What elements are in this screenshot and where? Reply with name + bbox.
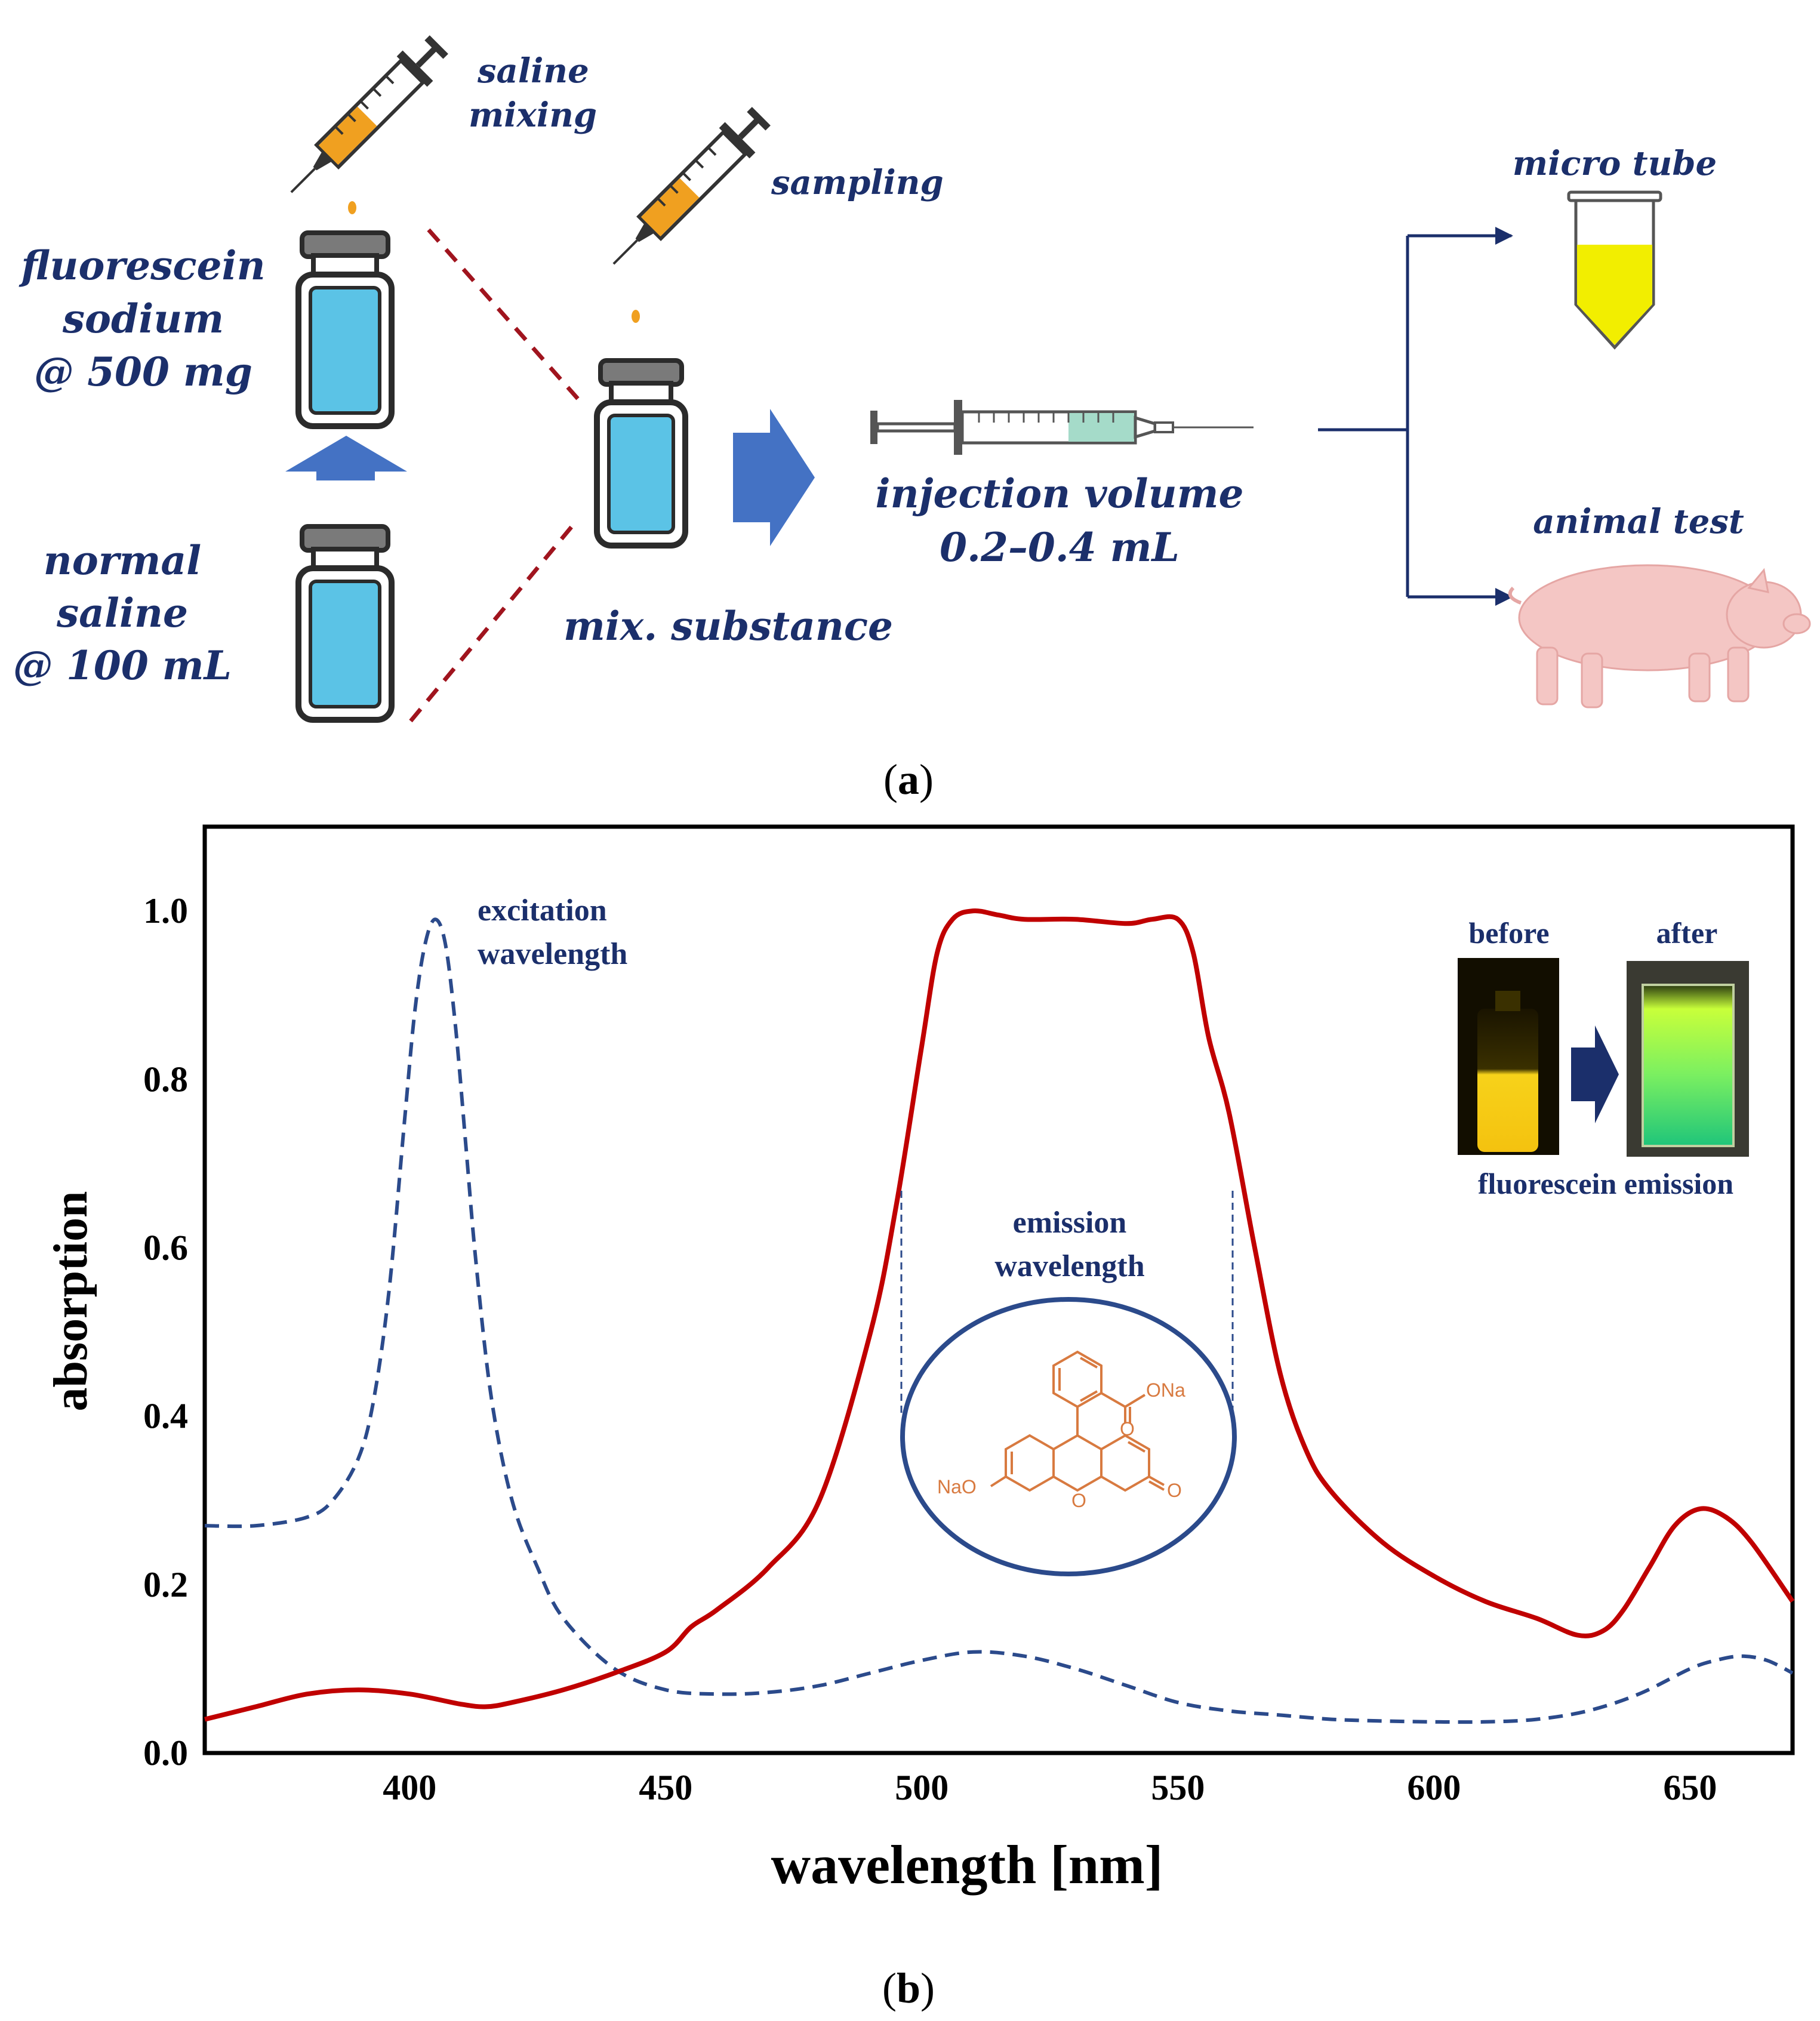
inset-arrow-icon — [1571, 1025, 1619, 1123]
molecule-o-ketone: O — [1167, 1480, 1182, 1501]
saline-mixing-label-line2: mixing — [469, 95, 597, 135]
saline-mixing-label-line1: saline — [477, 51, 589, 91]
molecule-nao-label: NaO — [937, 1476, 977, 1498]
up-arrow-icon — [285, 436, 407, 480]
excitation-series-line — [204, 917, 1794, 1724]
dashed-guide-top — [427, 228, 580, 400]
panel-a: fluorescein sodium @ 500 mg normal salin… — [13, 35, 1811, 803]
inset-caption: fluorescein emission — [1478, 1167, 1733, 1200]
injection-label-line1: injection volume — [876, 470, 1244, 517]
fluorescein-label-line3: @ 500 mg — [34, 349, 252, 395]
y-axis-ticks: 0.0 0.2 0.4 0.6 0.8 1.0 — [143, 891, 188, 1773]
molecule-ona-label: ONa — [1146, 1379, 1185, 1401]
saline-label-line1: normal — [44, 537, 201, 584]
micro-tube-icon — [1567, 190, 1662, 350]
saline-mixing-syringe-icon — [290, 35, 448, 193]
x-axis-ticks: 400 450 500 550 600 650 — [383, 1768, 1717, 1807]
injection-label-line2: 0.2–0.4 mL — [940, 524, 1180, 571]
y-tick-label: 0.4 — [143, 1397, 188, 1436]
sampling-syringe-icon — [612, 107, 771, 265]
excitation-annotation-line1: excitation — [478, 894, 607, 928]
molecule-o-ring: O — [1071, 1490, 1086, 1511]
saline-vial-icon — [295, 524, 395, 723]
x-tick-label: 450 — [639, 1768, 692, 1807]
panel-b-caption: (b) — [882, 1964, 935, 2012]
saline-label-line3: @ 100 mL — [13, 642, 232, 689]
saline-label-line2: saline — [56, 590, 188, 636]
sampling-label: sampling — [771, 163, 944, 202]
after-photo — [1627, 961, 1749, 1157]
injection-syringe-icon — [870, 400, 1254, 455]
branch-connector — [1318, 227, 1513, 606]
x-tick-label: 500 — [895, 1768, 949, 1807]
mix-substance-vial-icon — [594, 358, 688, 549]
emission-annotation-line1: emission — [1013, 1206, 1127, 1240]
x-tick-label: 550 — [1151, 1768, 1205, 1807]
panel-b: 0.0 0.2 0.4 0.6 0.8 1.0 400 450 500 550 600 650 ab… — [45, 824, 1795, 2012]
drop-icon — [348, 201, 356, 214]
molecule-o-carbonyl: O — [1120, 1418, 1135, 1440]
fluorescein-label-line2: sodium — [62, 295, 224, 342]
y-tick-label: 1.0 — [143, 891, 188, 931]
fluorescein-label-line1: fluorescein — [19, 242, 265, 289]
dashed-guide-bottom — [409, 517, 580, 723]
fluorescein-molecule-icon — [990, 1350, 1165, 1492]
x-tick-label: 650 — [1663, 1768, 1717, 1807]
fluorescein-vial-icon — [295, 230, 395, 429]
y-tick-label: 0.8 — [143, 1059, 188, 1099]
y-axis-label: absorption — [45, 1191, 97, 1412]
x-tick-label: 400 — [383, 1768, 436, 1807]
pig-icon — [1508, 564, 1811, 708]
after-label: after — [1656, 916, 1718, 950]
drop-icon-2 — [632, 310, 640, 323]
mix-substance-label: mix. substance — [563, 603, 893, 649]
excitation-annotation-line2: wavelength — [478, 937, 627, 971]
before-photo — [1458, 958, 1559, 1155]
micro-tube-label: micro tube — [1513, 144, 1717, 183]
before-label: before — [1468, 916, 1549, 950]
panel-a-caption: (a) — [883, 756, 934, 803]
emission-series-line — [204, 908, 1795, 1722]
molecule-circle — [900, 1297, 1237, 1576]
right-arrow-icon — [733, 409, 815, 546]
x-tick-label: 600 — [1407, 1768, 1461, 1807]
y-tick-label: 0.0 — [143, 1733, 188, 1773]
y-tick-label: 0.6 — [143, 1228, 188, 1267]
x-axis-label: wavelength [nm] — [771, 1834, 1163, 1895]
animal-test-label: animal test — [1533, 502, 1744, 541]
emission-annotation-line2: wavelength — [994, 1249, 1144, 1283]
y-tick-label: 0.2 — [143, 1565, 188, 1604]
